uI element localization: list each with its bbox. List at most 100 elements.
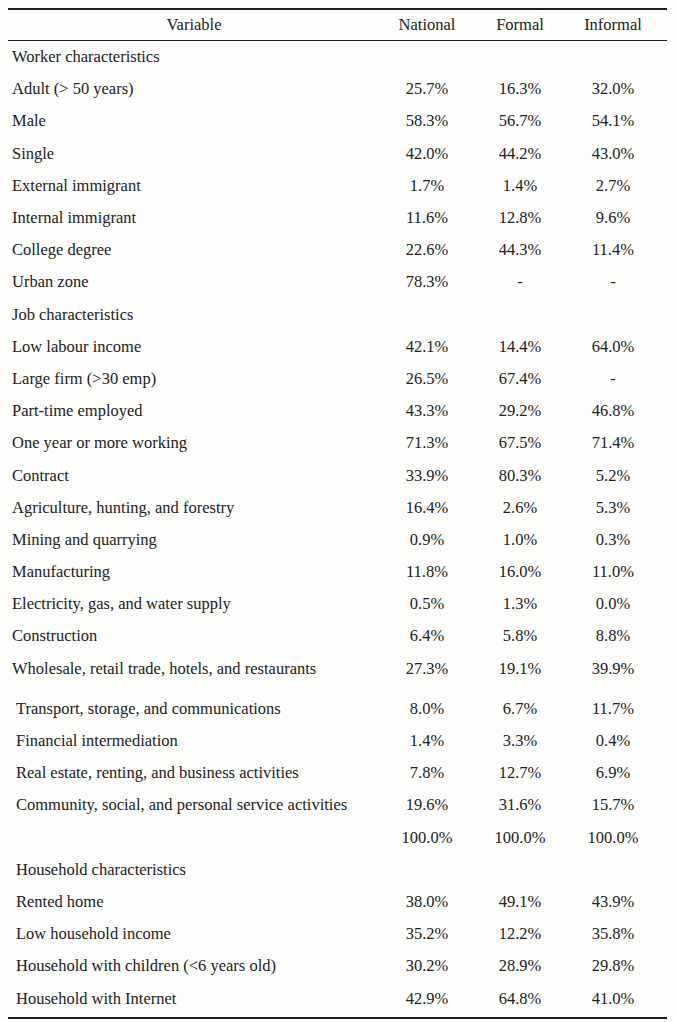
row-variable-label: Large firm (>30 emp) — [8, 369, 380, 389]
row-variable-label: Contract — [8, 466, 380, 486]
row-variable-label: External immigrant — [8, 176, 380, 196]
row-variable-label: Wholesale, retail trade, hotels, and res… — [8, 659, 380, 679]
row-informal-value: 35.8% — [566, 924, 660, 944]
table-row: 100.0% 100.0% 100.0% — [8, 822, 667, 854]
row-variable-label: Real estate, renting, and business activ… — [8, 763, 380, 783]
row-informal-value: 15.7% — [566, 795, 660, 815]
row-variable-label: Household with Internet — [8, 989, 380, 1009]
row-informal-value: 64.0% — [566, 337, 660, 357]
row-national-value: 35.2% — [380, 924, 474, 944]
table-row: Household with children (<6 years old) 3… — [8, 950, 667, 982]
table-row: Rented home 38.0% 49.1% 43.9% — [8, 886, 667, 918]
row-variable-label: Urban zone — [8, 272, 380, 292]
row-informal-value: 43.0% — [566, 144, 660, 164]
row-national-value: 100.0% — [380, 828, 474, 848]
row-national-value: 38.0% — [380, 892, 474, 912]
row-variable-label: Single — [8, 144, 380, 164]
row-national-value: 0.9% — [380, 530, 474, 550]
table-row: External immigrant 1.7% 1.4% 2.7% — [8, 170, 667, 202]
row-variable-label: Job characteristics — [8, 305, 380, 325]
row-formal-value: 2.6% — [474, 498, 566, 518]
table-body: Worker characteristics Adult (> 50 years… — [8, 41, 667, 1019]
row-formal-value: 16.0% — [474, 562, 566, 582]
column-header-formal: Formal — [474, 15, 566, 35]
row-variable-label: Household with children (<6 years old) — [8, 956, 380, 976]
row-national-value: 16.4% — [380, 498, 474, 518]
row-variable-label: Worker characteristics — [8, 47, 380, 67]
table-row: Worker characteristics — [8, 41, 667, 73]
row-national-value: 26.5% — [380, 369, 474, 389]
table-row: Low labour income 42.1% 14.4% 64.0% — [8, 331, 667, 363]
row-variable-label: Manufacturing — [8, 562, 380, 582]
row-formal-value: 64.8% — [474, 989, 566, 1009]
row-national-value: 7.8% — [380, 763, 474, 783]
row-national-value: 58.3% — [380, 111, 474, 131]
row-variable-label: Adult (> 50 years) — [8, 79, 380, 99]
row-formal-value: 12.2% — [474, 924, 566, 944]
row-informal-value: 11.4% — [566, 240, 660, 260]
row-variable-label: One year or more working — [8, 433, 380, 453]
row-formal-value: 44.2% — [474, 144, 566, 164]
row-variable-label: Rented home — [8, 892, 380, 912]
row-variable-label: Household characteristics — [8, 860, 380, 880]
row-formal-value: 49.1% — [474, 892, 566, 912]
row-variable-label: Electricity, gas, and water supply — [8, 594, 380, 614]
row-national-value: 1.7% — [380, 176, 474, 196]
row-national-value: 1.4% — [380, 731, 474, 751]
row-formal-value: 67.5% — [474, 433, 566, 453]
table-row: Electricity, gas, and water supply 0.5% … — [8, 588, 667, 620]
row-formal-value: 1.0% — [474, 530, 566, 550]
row-formal-value: 100.0% — [474, 828, 566, 848]
row-variable-label: Transport, storage, and communications — [8, 699, 380, 719]
row-formal-value: 67.4% — [474, 369, 566, 389]
row-informal-value: 43.9% — [566, 892, 660, 912]
row-national-value: 25.7% — [380, 79, 474, 99]
row-informal-value: 6.9% — [566, 763, 660, 783]
row-national-value: 71.3% — [380, 433, 474, 453]
row-formal-value: 1.3% — [474, 594, 566, 614]
row-formal-value: 14.4% — [474, 337, 566, 357]
row-variable-label: Construction — [8, 626, 380, 646]
table-row: Large firm (>30 emp) 26.5% 67.4% - — [8, 363, 667, 395]
row-formal-value: 5.8% — [474, 626, 566, 646]
row-national-value: 42.0% — [380, 144, 474, 164]
row-informal-value: 9.6% — [566, 208, 660, 228]
row-formal-value: 12.7% — [474, 763, 566, 783]
table-row: Low household income 35.2% 12.2% 35.8% — [8, 918, 667, 950]
row-national-value: 19.6% — [380, 795, 474, 815]
column-header-national: National — [380, 15, 474, 35]
row-informal-value: 5.3% — [566, 498, 660, 518]
row-informal-value: 29.8% — [566, 956, 660, 976]
row-national-value: 78.3% — [380, 272, 474, 292]
row-formal-value: 19.1% — [474, 659, 566, 679]
table-row: Community, social, and personal service … — [8, 789, 667, 821]
row-informal-value: 0.4% — [566, 731, 660, 751]
row-national-value: 8.0% — [380, 699, 474, 719]
descriptive-statistics-table: Variable National Formal Informal Worker… — [8, 8, 667, 1019]
row-variable-label: Mining and quarrying — [8, 530, 380, 550]
row-formal-value: 28.9% — [474, 956, 566, 976]
row-national-value: 33.9% — [380, 466, 474, 486]
table-row: Urban zone 78.3% - - — [8, 266, 667, 298]
row-variable-label: Male — [8, 111, 380, 131]
table-row: Wholesale, retail trade, hotels, and res… — [8, 653, 667, 685]
table-row: Transport, storage, and communications 8… — [8, 693, 667, 725]
row-informal-value: 0.3% — [566, 530, 660, 550]
column-header-variable: Variable — [8, 15, 380, 35]
row-national-value: 30.2% — [380, 956, 474, 976]
row-formal-value: 6.7% — [474, 699, 566, 719]
row-national-value: 0.5% — [380, 594, 474, 614]
row-national-value: 6.4% — [380, 626, 474, 646]
row-national-value: 11.6% — [380, 208, 474, 228]
row-national-value: 11.8% — [380, 562, 474, 582]
table-row: Construction 6.4% 5.8% 8.8% — [8, 620, 667, 652]
row-informal-value: 0.0% — [566, 594, 660, 614]
row-variable-label: College degree — [8, 240, 380, 260]
row-variable-label: Financial intermediation — [8, 731, 380, 751]
row-national-value: 22.6% — [380, 240, 474, 260]
table-row: One year or more working 71.3% 67.5% 71.… — [8, 427, 667, 459]
table-row: Adult (> 50 years) 25.7% 16.3% 32.0% — [8, 73, 667, 105]
column-header-informal: Informal — [566, 15, 660, 35]
document-page: Variable National Formal Informal Worker… — [0, 0, 676, 1022]
row-informal-value: 46.8% — [566, 401, 660, 421]
